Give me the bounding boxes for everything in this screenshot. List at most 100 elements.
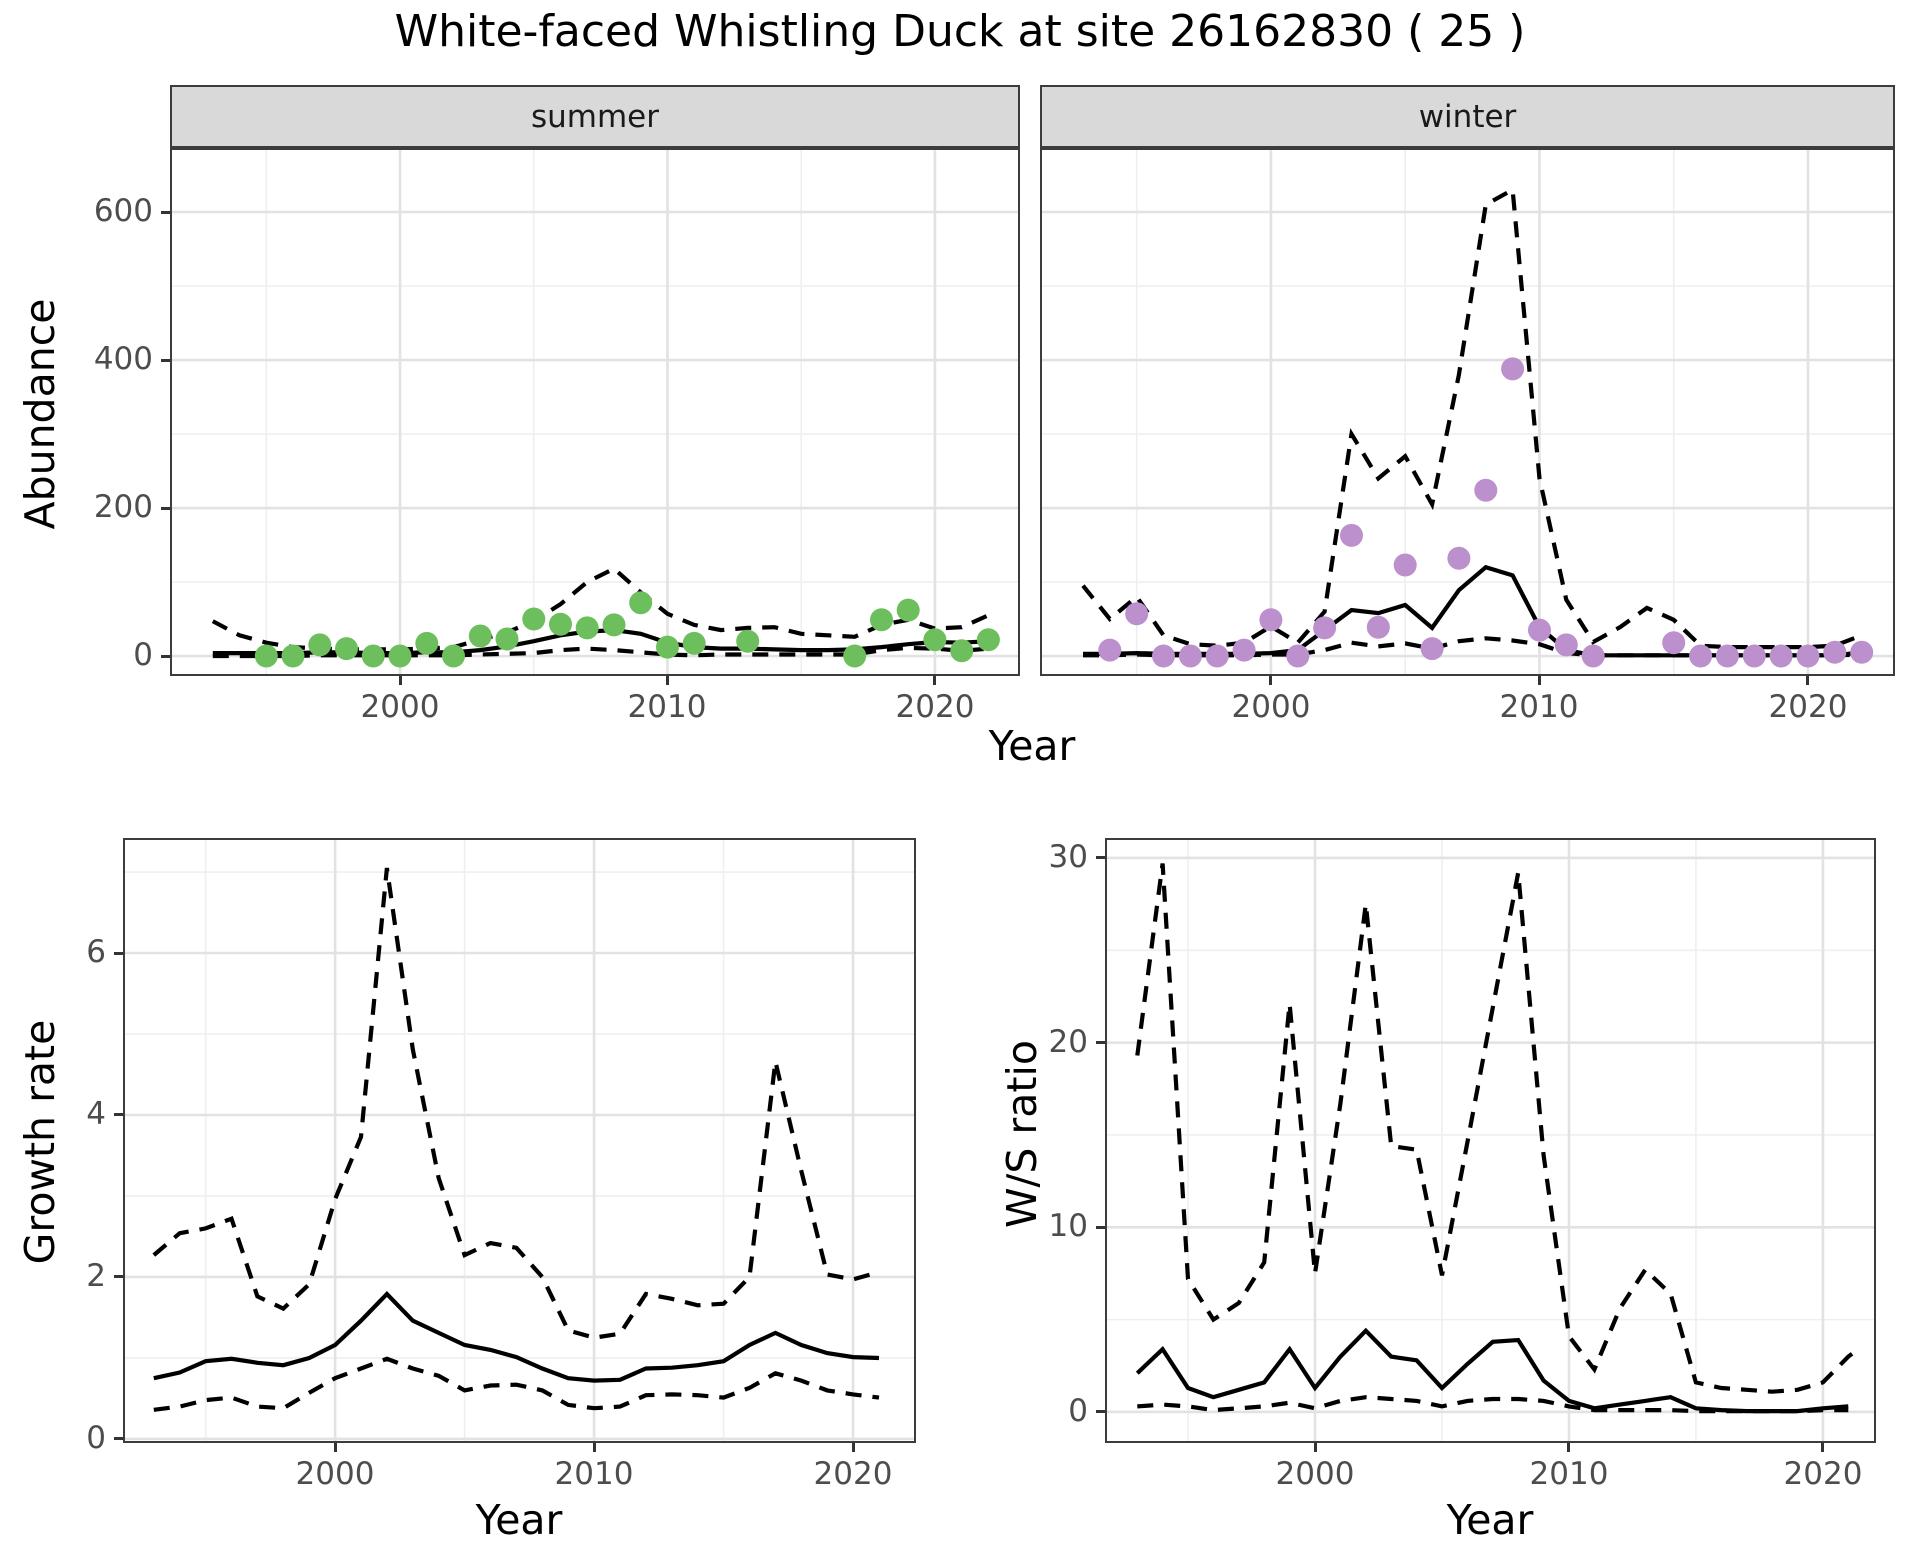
y-axis-tick-label: 200 [93,489,153,525]
y-axis-tick [161,507,170,510]
y-axis-tick-label: 0 [1068,1393,1088,1429]
data-point [1796,644,1820,668]
ci-upper-line [1135,863,1860,1394]
panel-ws-ratio [1105,838,1876,1443]
data-point [1205,644,1229,668]
x-axis-tick-label: 2010 [554,1456,634,1492]
data-point [843,644,867,668]
y-axis-tick-label: 30 [1048,839,1088,875]
y-axis-tick-label: 0 [86,1420,106,1456]
y-axis-tick-label: 4 [86,1096,106,1132]
plot-area-growth_rate [125,840,914,1441]
ci-lower-line [212,645,989,659]
fit-line [1135,1327,1849,1414]
data-point [602,613,626,637]
data-point [1152,644,1175,668]
data-point [308,633,332,657]
data-point [468,624,492,648]
x-axis-title-year-growth: Year [475,1496,563,1544]
data-point [335,637,358,661]
y-axis-tick-label: 400 [93,341,153,377]
x-axis-tick [666,676,669,685]
data-point [1447,546,1471,570]
data-point [1340,523,1363,547]
data-point [1420,637,1444,661]
fit-line [1083,564,1862,658]
data-point [495,627,519,651]
data-point [361,644,385,668]
x-axis-tick [933,676,936,685]
x-axis-tick-label: 2010 [627,689,707,725]
x-axis-tick [399,676,402,685]
data-point [1286,644,1310,668]
y-axis-tick [1096,1041,1105,1044]
panel-abundance-winter [1040,148,1895,676]
y-axis-tick-label: 20 [1048,1024,1088,1060]
panel-abundance-summer [170,148,1020,676]
ci-upper-line [152,867,880,1340]
y-axis-tick [161,359,170,362]
y-axis-tick-label: 600 [93,193,153,229]
data-point [1178,644,1202,668]
ci-upper-line [211,566,990,652]
data-point [1715,644,1739,668]
data-point [736,629,760,653]
x-axis-tick [1567,1443,1570,1452]
data-point [281,644,305,668]
y-axis-tick [114,952,123,955]
data-point [1313,616,1337,640]
x-axis-tick [334,1443,337,1452]
chart-title: White-faced Whistling Duck at site 26162… [394,6,1526,57]
data-point [656,635,679,659]
x-axis-tick [1269,676,1272,685]
data-point [682,631,706,655]
x-axis-tick [1538,676,1541,685]
x-axis-tick-label: 2020 [1768,689,1848,725]
x-axis-tick [1806,676,1809,685]
data-point [415,631,439,655]
data-point [1125,602,1149,626]
x-axis-tick [852,1443,855,1452]
x-axis-tick-label: 2010 [1499,689,1579,725]
x-axis-title-year-ws: Year [1446,1496,1534,1544]
data-point [1528,618,1551,642]
y-axis-tick [114,1275,123,1278]
x-axis-tick [593,1443,596,1452]
y-axis-tick [114,1113,123,1116]
x-axis-tick-label: 2000 [360,689,440,725]
data-point [442,644,465,668]
data-point [388,644,412,668]
y-axis-tick [161,655,170,658]
plot-area-abundance_winter [1042,150,1893,674]
facet-strip-winter-label: winter [1418,98,1517,135]
data-point [575,616,599,640]
fit-line [153,1290,880,1383]
x-axis-tick-label: 2000 [295,1456,375,1492]
ci-lower-line [153,1356,880,1412]
y-axis-tick [1096,856,1105,859]
y-axis-tick-label: 0 [133,637,153,673]
y-axis-tick [114,1437,123,1440]
x-axis-tick-label: 2020 [813,1456,893,1492]
y-axis-tick [161,211,170,214]
x-axis-tick-label: 2020 [895,689,975,725]
data-point [1098,638,1122,662]
data-point [1769,644,1793,668]
data-point [1823,640,1847,664]
data-point [629,591,653,615]
facet-strip-summer-label: summer [530,98,659,135]
y-axis-tick [1096,1226,1105,1229]
data-point [1259,608,1283,632]
data-point [1742,644,1766,668]
data-point [549,612,572,636]
plot-area-abundance_summer [172,150,1018,674]
y-axis-title-abundance: Abundance [16,298,64,530]
data-point [1581,644,1605,668]
data-point [1850,640,1874,664]
x-axis-tick [1821,1443,1824,1452]
y-axis-tick-label: 2 [86,1258,106,1294]
data-point [1393,553,1417,577]
data-point [1366,615,1390,639]
data-point [1662,631,1686,655]
y-axis-tick [1096,1410,1105,1413]
